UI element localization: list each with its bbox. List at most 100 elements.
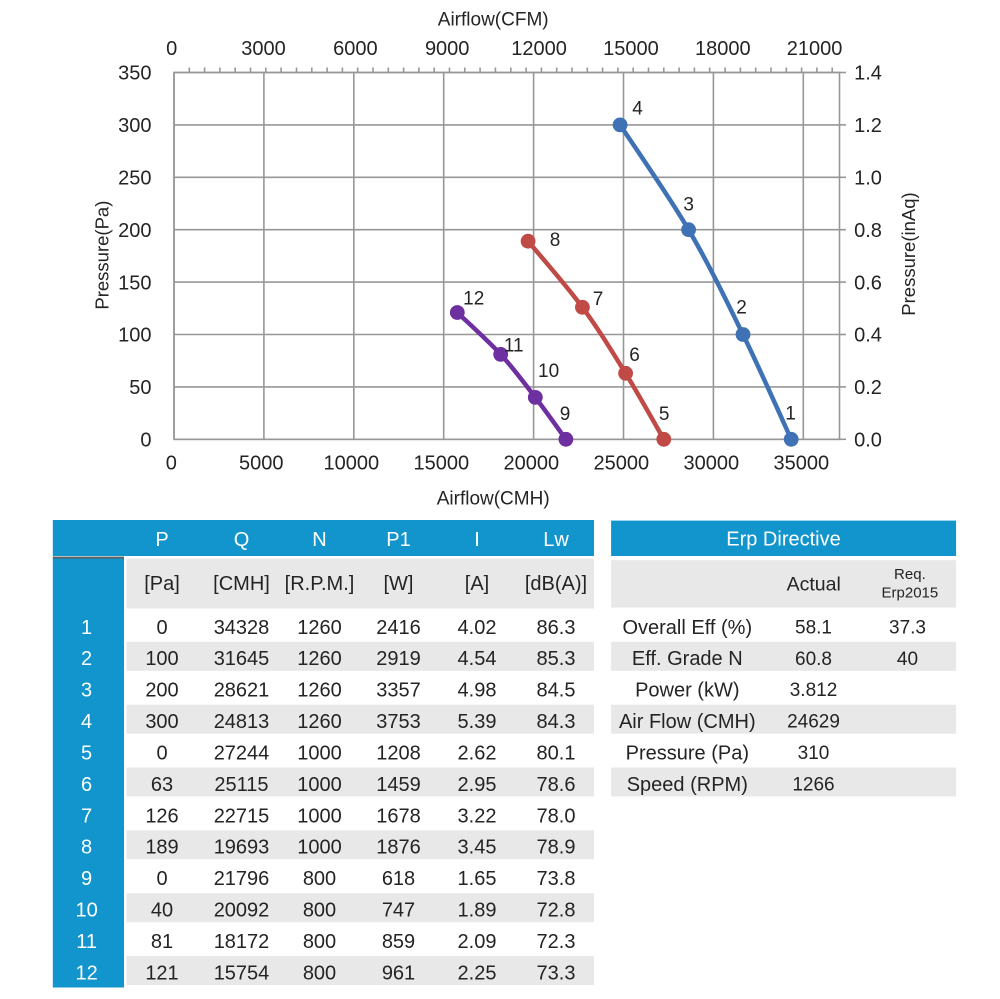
- svg-text:126: 126: [145, 805, 178, 827]
- svg-text:Airflow(CFM): Airflow(CFM): [438, 10, 549, 31]
- svg-text:Erp Directive: Erp Directive: [726, 529, 840, 551]
- svg-text:2919: 2919: [376, 648, 421, 670]
- svg-text:12000: 12000: [511, 38, 567, 60]
- svg-text:27244: 27244: [214, 743, 270, 765]
- svg-text:Erp2015: Erp2015: [882, 584, 939, 601]
- svg-text:9: 9: [81, 868, 92, 890]
- svg-text:1.2: 1.2: [854, 115, 882, 137]
- svg-text:24813: 24813: [214, 711, 270, 733]
- svg-text:747: 747: [382, 900, 415, 922]
- svg-text:1.65: 1.65: [458, 868, 497, 890]
- svg-text:2: 2: [736, 297, 747, 318]
- svg-text:1.0: 1.0: [854, 168, 882, 190]
- svg-text:800: 800: [303, 900, 336, 922]
- svg-text:0: 0: [156, 868, 167, 890]
- svg-text:1260: 1260: [297, 648, 342, 670]
- svg-text:8: 8: [81, 837, 92, 859]
- svg-text:1266: 1266: [792, 775, 834, 796]
- svg-text:40: 40: [151, 900, 173, 922]
- svg-text:81: 81: [151, 931, 173, 953]
- svg-text:2: 2: [81, 648, 92, 670]
- svg-text:100: 100: [145, 648, 178, 670]
- svg-text:63: 63: [151, 774, 173, 796]
- svg-text:15000: 15000: [413, 453, 469, 475]
- svg-text:5: 5: [81, 743, 92, 765]
- svg-text:1.89: 1.89: [458, 900, 497, 922]
- svg-text:Speed (RPM): Speed (RPM): [627, 774, 748, 796]
- svg-text:1260: 1260: [297, 711, 342, 733]
- svg-text:20092: 20092: [214, 900, 270, 922]
- svg-text:P1: P1: [386, 529, 410, 551]
- svg-text:19693: 19693: [214, 837, 270, 859]
- svg-text:50: 50: [129, 377, 151, 399]
- svg-text:961: 961: [382, 962, 415, 984]
- svg-text:800: 800: [303, 931, 336, 953]
- svg-text:21796: 21796: [214, 868, 270, 890]
- svg-text:73.8: 73.8: [537, 868, 576, 890]
- svg-text:300: 300: [145, 711, 178, 733]
- svg-text:100: 100: [118, 325, 151, 347]
- svg-text:40: 40: [897, 649, 918, 670]
- svg-text:4.02: 4.02: [458, 617, 497, 639]
- svg-text:1000: 1000: [297, 774, 342, 796]
- svg-text:84.3: 84.3: [537, 711, 576, 733]
- svg-text:6: 6: [629, 345, 640, 366]
- svg-text:8: 8: [550, 230, 561, 251]
- svg-text:4.54: 4.54: [458, 648, 497, 670]
- svg-text:84.5: 84.5: [537, 680, 576, 702]
- svg-text:7: 7: [81, 805, 92, 827]
- svg-text:250: 250: [118, 168, 151, 190]
- svg-text:60.8: 60.8: [795, 649, 832, 670]
- svg-text:3.45: 3.45: [458, 837, 497, 859]
- svg-text:18000: 18000: [695, 38, 751, 60]
- svg-text:1000: 1000: [297, 743, 342, 765]
- svg-text:10: 10: [538, 361, 559, 382]
- svg-text:30000: 30000: [683, 453, 739, 475]
- svg-text:72.8: 72.8: [537, 900, 576, 922]
- svg-text:3000: 3000: [241, 38, 286, 60]
- svg-text:[dB(A)]: [dB(A)]: [525, 573, 587, 595]
- svg-text:Req.: Req.: [894, 566, 926, 583]
- svg-text:310: 310: [798, 743, 830, 764]
- svg-text:6: 6: [81, 774, 92, 796]
- svg-text:18172: 18172: [214, 931, 270, 953]
- svg-text:1: 1: [785, 404, 796, 425]
- svg-text:0.0: 0.0: [854, 430, 882, 452]
- svg-text:3753: 3753: [376, 711, 421, 733]
- svg-text:4.98: 4.98: [458, 680, 497, 702]
- svg-text:1260: 1260: [297, 680, 342, 702]
- svg-text:15754: 15754: [214, 962, 270, 984]
- svg-text:10000: 10000: [323, 453, 379, 475]
- svg-text:2416: 2416: [376, 617, 421, 639]
- svg-text:Lw: Lw: [543, 529, 569, 551]
- svg-text:P: P: [155, 529, 168, 551]
- svg-text:21000: 21000: [787, 38, 843, 60]
- svg-text:0.2: 0.2: [854, 377, 882, 399]
- svg-text:11: 11: [504, 336, 524, 357]
- svg-text:1459: 1459: [376, 774, 421, 796]
- svg-text:3.22: 3.22: [458, 805, 497, 827]
- svg-text:[W]: [W]: [384, 573, 414, 595]
- svg-text:72.3: 72.3: [537, 931, 576, 953]
- svg-text:Pressure(inAq): Pressure(inAq): [898, 192, 919, 315]
- svg-text:1000: 1000: [297, 805, 342, 827]
- svg-text:2.62: 2.62: [458, 743, 497, 765]
- svg-text:78.0: 78.0: [537, 805, 576, 827]
- svg-text:5: 5: [659, 404, 670, 425]
- svg-text:[R.P.M.]: [R.P.M.]: [285, 573, 355, 595]
- svg-text:20000: 20000: [503, 453, 559, 475]
- svg-text:121: 121: [145, 962, 178, 984]
- svg-text:2.09: 2.09: [458, 931, 497, 953]
- svg-text:Q: Q: [234, 529, 250, 551]
- svg-text:5.39: 5.39: [458, 711, 497, 733]
- svg-text:618: 618: [382, 868, 415, 890]
- svg-text:1260: 1260: [297, 617, 342, 639]
- svg-text:22715: 22715: [214, 805, 270, 827]
- svg-text:Eff. Grade N: Eff. Grade N: [632, 648, 743, 670]
- svg-text:0.8: 0.8: [854, 220, 882, 242]
- svg-text:0: 0: [166, 38, 177, 60]
- svg-text:859: 859: [382, 931, 415, 953]
- svg-text:73.3: 73.3: [537, 962, 576, 984]
- svg-text:1000: 1000: [297, 837, 342, 859]
- svg-text:200: 200: [118, 220, 151, 242]
